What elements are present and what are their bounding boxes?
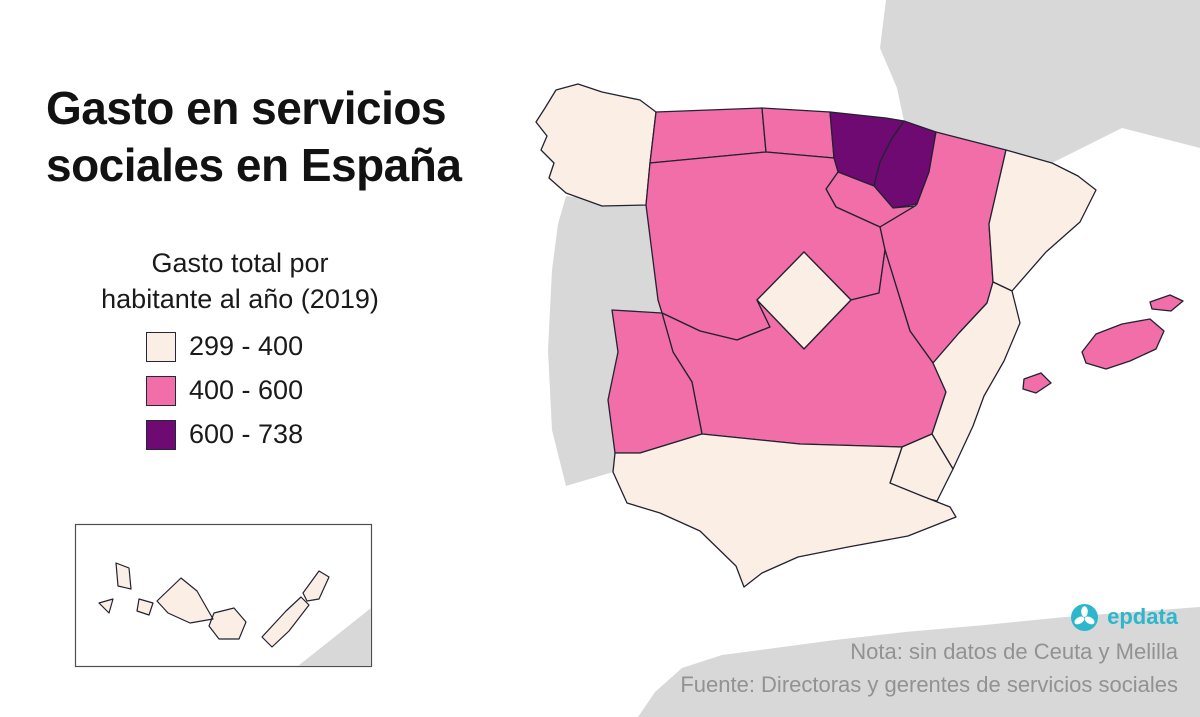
legend-label-mid: 400 - 600 [189, 375, 304, 405]
africa-coast-shape [638, 607, 1200, 717]
spain-regions [535, 83, 1184, 588]
epdata-wordmark: epdata [1107, 604, 1178, 630]
canary-inset [74, 523, 373, 668]
page-title: Gasto en servicios sociales en España [46, 80, 462, 194]
legend-swatch-low [146, 331, 176, 362]
note-text: Nota: sin datos de Ceuta y Melilla [850, 639, 1178, 664]
page-title-line2: sociales en España [46, 139, 462, 192]
epdata-brand: epdata [1071, 604, 1178, 631]
canary-inset-box [74, 523, 373, 668]
portugal-shape [548, 196, 662, 486]
region-andalucia [612, 433, 957, 588]
legend-label-high: 600 - 738 [189, 419, 304, 449]
neighbor-countries [548, 0, 1200, 717]
france-shape [880, 0, 1200, 163]
legend-item-mid: 400 - 600 [146, 375, 303, 406]
legend-swatch-mid [146, 375, 176, 406]
legend-title: Gasto total por habitante al año (2019) [40, 246, 440, 317]
legend-item-low: 299 - 400 [146, 331, 303, 362]
region-galicia [535, 83, 657, 207]
legend-swatch-high [146, 419, 176, 450]
page-title-line1: Gasto en servicios [46, 82, 447, 134]
legend-title-line2: habitante al año (2019) [101, 283, 379, 314]
region-canarias [98, 562, 330, 648]
legend-item-high: 600 - 738 [146, 419, 303, 450]
footer: epdata Nota: sin datos de Ceuta y Melill… [680, 604, 1178, 697]
africa-inset-shape [298, 608, 371, 666]
legend-title-line1: Gasto total por [151, 248, 329, 278]
region-baleares [1022, 294, 1184, 394]
legend-label-low: 299 - 400 [189, 331, 304, 361]
legend: 299 - 400 400 - 600 600 - 738 [146, 331, 303, 450]
region-cantabria [761, 107, 835, 159]
epdata-logo-icon [1071, 604, 1099, 631]
source-text: Fuente: Directoras y gerentes de servici… [680, 672, 1178, 698]
region-cataluna [988, 149, 1097, 292]
